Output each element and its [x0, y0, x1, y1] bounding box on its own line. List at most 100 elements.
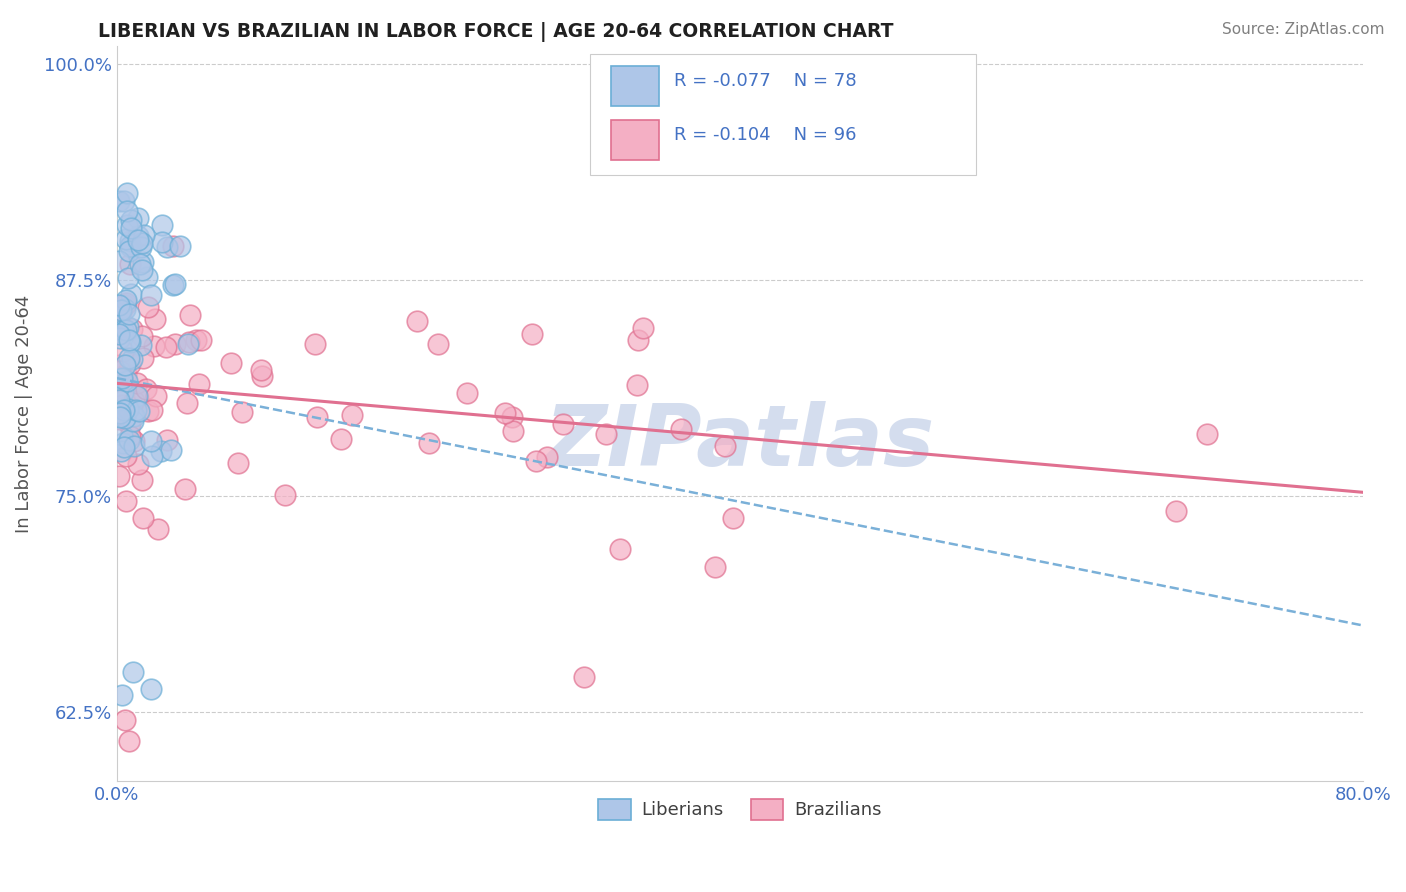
FancyBboxPatch shape	[612, 66, 659, 106]
Point	[111, 427, 134, 442]
Point	[118, 417, 141, 431]
Point	[108, 331, 131, 345]
Point	[418, 436, 440, 450]
Point	[141, 434, 163, 449]
Point	[115, 367, 138, 381]
Point	[121, 665, 143, 679]
Point	[121, 321, 143, 335]
Point	[128, 404, 150, 418]
Y-axis label: In Labor Force | Age 20-64: In Labor Force | Age 20-64	[15, 294, 32, 533]
Point	[427, 337, 450, 351]
Point	[118, 734, 141, 748]
Point	[173, 482, 195, 496]
Point	[107, 298, 129, 312]
Point	[714, 439, 737, 453]
Point	[179, 308, 201, 322]
Point	[1164, 504, 1187, 518]
Point	[502, 424, 524, 438]
Point	[139, 288, 162, 302]
Point	[107, 311, 129, 326]
Point	[129, 240, 152, 254]
Point	[131, 236, 153, 251]
Point	[156, 433, 179, 447]
Point	[150, 219, 173, 233]
Point	[131, 329, 153, 343]
FancyBboxPatch shape	[591, 54, 977, 175]
Point	[169, 239, 191, 253]
Point	[120, 212, 142, 227]
Point	[108, 364, 131, 378]
Point	[114, 358, 136, 372]
Point	[131, 473, 153, 487]
Point	[127, 390, 149, 404]
Point	[187, 376, 209, 391]
Point	[703, 560, 725, 574]
Point	[108, 322, 131, 336]
Point	[143, 338, 166, 352]
Point	[132, 254, 155, 268]
Point	[219, 356, 242, 370]
Point	[118, 351, 141, 365]
FancyBboxPatch shape	[612, 120, 659, 160]
Point	[108, 409, 131, 424]
Point	[114, 301, 136, 316]
Point	[125, 403, 148, 417]
Point	[117, 319, 139, 334]
Point	[108, 406, 131, 420]
Point	[115, 296, 138, 310]
Point	[631, 321, 654, 335]
Point	[114, 714, 136, 728]
Point	[114, 411, 136, 425]
Point	[117, 374, 139, 388]
Point	[114, 293, 136, 307]
Text: R = -0.104    N = 96: R = -0.104 N = 96	[673, 126, 856, 144]
Point	[117, 270, 139, 285]
Point	[129, 257, 152, 271]
Point	[304, 337, 326, 351]
Point	[176, 396, 198, 410]
Point	[111, 343, 134, 358]
Point	[250, 369, 273, 384]
Point	[125, 389, 148, 403]
Point	[110, 444, 132, 458]
Point	[111, 323, 134, 337]
Point	[129, 338, 152, 352]
Point	[340, 409, 363, 423]
Point	[671, 421, 693, 435]
Point	[127, 233, 149, 247]
Point	[118, 234, 141, 248]
Point	[501, 409, 523, 424]
Point	[111, 371, 134, 385]
Point	[118, 244, 141, 258]
Point	[127, 457, 149, 471]
Point	[134, 228, 156, 243]
Point	[120, 240, 142, 254]
Point	[110, 303, 132, 318]
Point	[145, 388, 167, 402]
Point	[609, 542, 631, 557]
Point	[112, 441, 135, 455]
Point	[125, 376, 148, 391]
Point	[114, 323, 136, 337]
Point	[107, 358, 129, 372]
Text: LIBERIAN VS BRAZILIAN IN LABOR FORCE | AGE 20-64 CORRELATION CHART: LIBERIAN VS BRAZILIAN IN LABOR FORCE | A…	[98, 22, 894, 42]
Point	[572, 670, 595, 684]
Point	[117, 402, 139, 417]
Point	[107, 327, 129, 342]
Point	[155, 340, 177, 354]
Point	[250, 363, 273, 377]
Point	[162, 238, 184, 252]
Point	[120, 221, 142, 235]
Point	[118, 239, 141, 253]
Point	[136, 300, 159, 314]
Point	[524, 453, 547, 467]
Point	[121, 414, 143, 428]
Point	[111, 397, 134, 411]
Point	[162, 278, 184, 293]
Point	[141, 449, 163, 463]
Point	[494, 406, 516, 420]
Point	[110, 372, 132, 386]
Point	[626, 378, 648, 392]
Point	[135, 383, 157, 397]
Point	[406, 314, 429, 328]
